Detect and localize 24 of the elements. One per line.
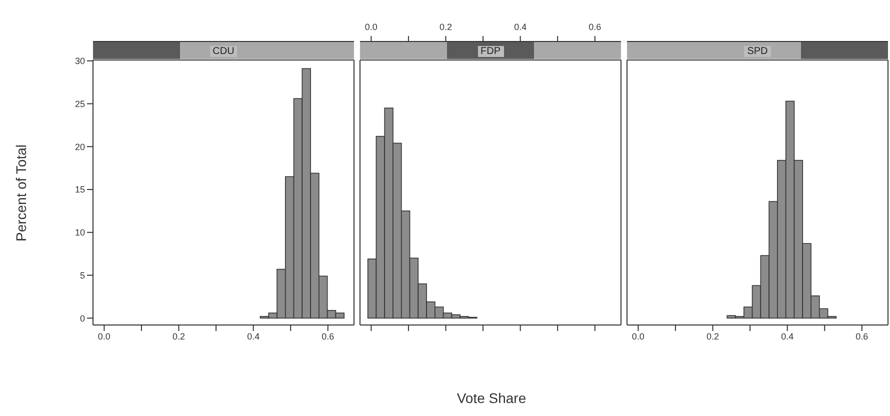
y-tick-label: 5 <box>80 270 85 280</box>
x-tick-label: 0.2 <box>706 331 720 342</box>
x-tick-label: 0.6 <box>322 331 334 342</box>
x-tick-label: 0.0 <box>364 22 378 32</box>
x-tick-label: 0.4 <box>247 331 260 342</box>
x-tick-label: 0.0 <box>98 331 110 342</box>
x-tick-label: 0.4 <box>781 331 794 342</box>
y-tick-label: 20 <box>74 142 85 152</box>
y-tick-label: 0 <box>80 313 85 324</box>
y-tick-label: 10 <box>74 228 85 238</box>
y-tick-label: 30 <box>74 56 85 66</box>
x-tick-label: 0.4 <box>514 22 527 32</box>
y-tick-label: 25 <box>74 98 85 109</box>
chart-title: CDU <box>210 46 238 56</box>
chart-title: SPD <box>744 46 771 56</box>
x-tick-label: 0.6 <box>588 22 602 32</box>
y-axis-title: Percent of Total <box>13 144 29 242</box>
y-tick-label: 15 <box>74 184 85 195</box>
chart-title: FDP <box>478 46 504 56</box>
x-tick-label: 0.2 <box>172 331 186 342</box>
x-tick-label: 0.0 <box>632 331 644 342</box>
x-tick-label: 0.2 <box>440 22 452 32</box>
x-tick-label: 0.6 <box>856 331 868 342</box>
x-axis-title: Vote Share <box>456 390 528 406</box>
